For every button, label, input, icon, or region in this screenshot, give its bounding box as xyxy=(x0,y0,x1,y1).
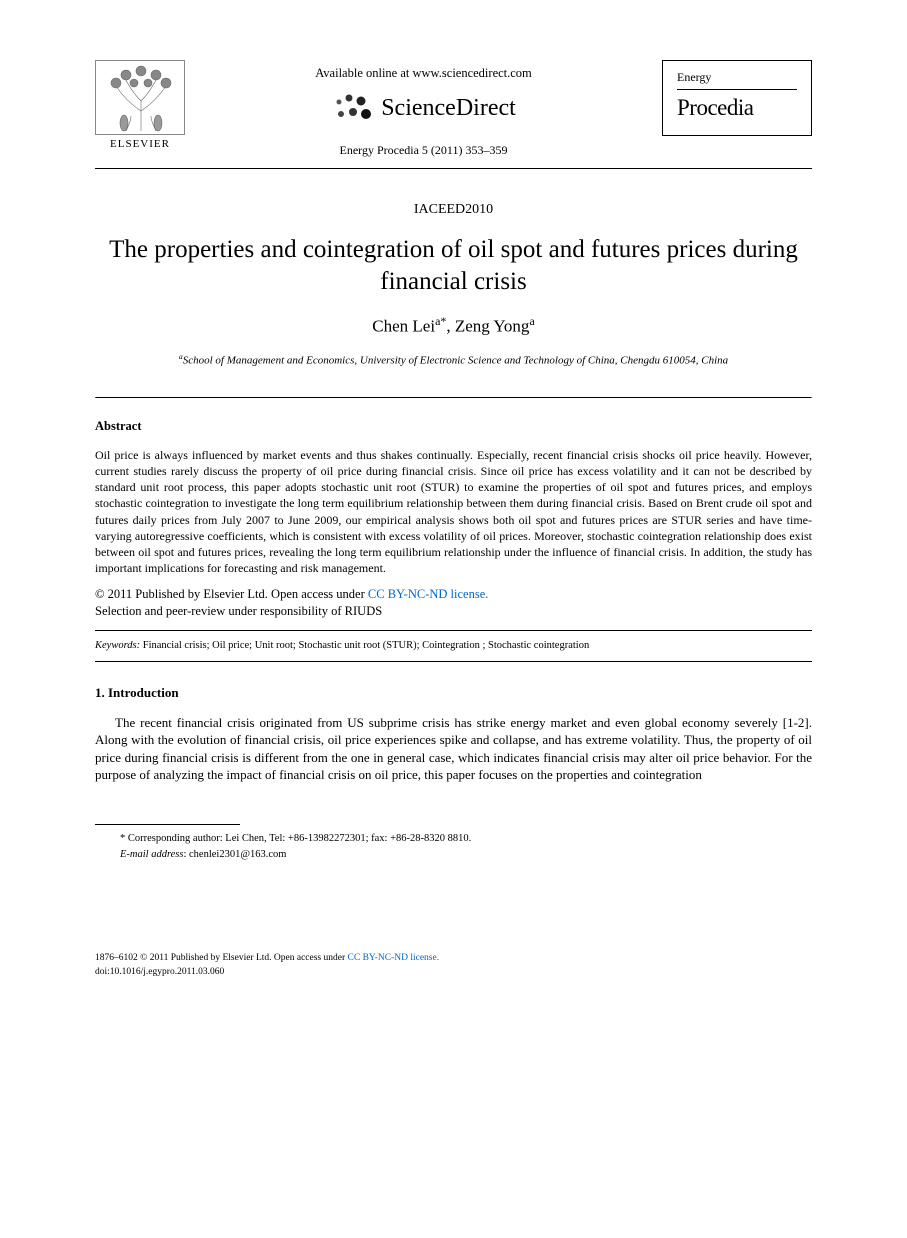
issn-line: 1876–6102 © 2011 Published by Elsevier L… xyxy=(95,952,812,965)
intro-paragraph: The recent financial crisis originated f… xyxy=(95,714,812,784)
procedia-energy-label: Energy xyxy=(677,69,797,85)
author-1-sup: a* xyxy=(435,314,446,328)
license-link[interactable]: CC BY-NC-ND license. xyxy=(368,587,488,601)
procedia-rule xyxy=(677,89,797,90)
elsevier-name: ELSEVIER xyxy=(95,137,185,152)
footnote-rule xyxy=(95,824,240,825)
bottom-license-link[interactable]: CC BY-NC-ND license. xyxy=(348,953,440,963)
email-value: : chenlei2301@163.com xyxy=(183,849,286,860)
affiliation-text: School of Management and Economics, Univ… xyxy=(183,355,728,367)
email-line: E-mail address: chenlei2301@163.com xyxy=(120,847,812,863)
author-2-sup: a xyxy=(529,314,534,328)
procedia-box: Energy Procedia xyxy=(662,60,812,136)
header-center: Available online at www.sciencedirect.co… xyxy=(185,60,662,158)
doi-line: doi:10.1016/j.egypro.2011.03.060 xyxy=(95,966,812,979)
copyright-text: © 2011 Published by Elsevier Ltd. xyxy=(95,587,268,601)
sciencedirect-icon xyxy=(331,92,373,124)
sciencedirect-logo: ScienceDirect xyxy=(185,92,662,124)
elsevier-tree-icon xyxy=(95,60,185,135)
email-label: E-mail address xyxy=(120,849,183,860)
sciencedirect-text: ScienceDirect xyxy=(381,92,516,124)
author-sep: , Zeng Yong xyxy=(446,317,529,336)
journal-reference: Energy Procedia 5 (2011) 353–359 xyxy=(185,142,662,158)
elsevier-logo: ELSEVIER xyxy=(95,60,185,155)
keywords-block: Keywords: Financial crisis; Oil price; U… xyxy=(95,630,812,662)
keywords-text: Financial crisis; Oil price; Unit root; … xyxy=(140,640,589,651)
keywords-label: Keywords: xyxy=(95,640,140,651)
affiliation: aSchool of Management and Economics, Uni… xyxy=(95,352,812,369)
bottom-info: 1876–6102 © 2011 Published by Elsevier L… xyxy=(95,952,812,979)
procedia-name: Procedia xyxy=(677,92,797,123)
issn-text: 1876–6102 © 2011 Published by Elsevier L… xyxy=(95,953,274,963)
copyright-line: © 2011 Published by Elsevier Ltd. Open a… xyxy=(95,586,812,603)
header-divider xyxy=(95,168,812,169)
paper-title: The properties and cointegration of oil … xyxy=(95,234,812,297)
footnote-block: * Corresponding author: Lei Chen, Tel: +… xyxy=(95,831,812,863)
open-access-text: Open access under xyxy=(268,587,368,601)
abstract-text: Oil price is always influenced by market… xyxy=(95,447,812,577)
selection-line: Selection and peer-review under responsi… xyxy=(95,603,812,620)
intro-heading: 1. Introduction xyxy=(95,684,812,702)
header-row: ELSEVIER Available online at www.science… xyxy=(95,60,812,158)
author-1: Chen Lei xyxy=(372,317,435,336)
abstract-heading: Abstract xyxy=(95,418,812,435)
corresponding-author: * Corresponding author: Lei Chen, Tel: +… xyxy=(120,831,812,847)
conference-name: IACEED2010 xyxy=(95,201,812,220)
bottom-open-access: Open access under xyxy=(274,953,348,963)
available-online-text: Available online at www.sciencedirect.co… xyxy=(185,65,662,82)
authors-line: Chen Leia*, Zeng Yonga xyxy=(95,313,812,339)
pre-abstract-rule xyxy=(95,397,812,398)
